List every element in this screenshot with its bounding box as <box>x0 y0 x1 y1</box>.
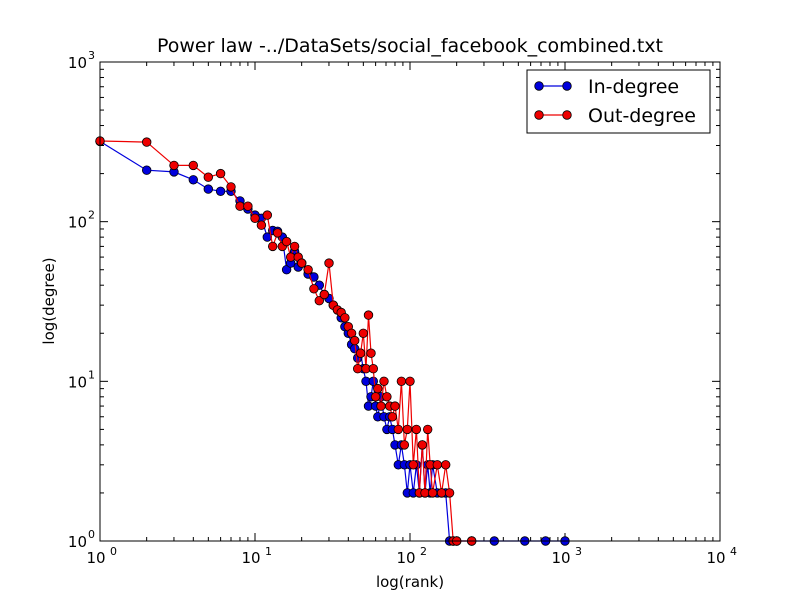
data-point <box>432 460 443 470</box>
y-tick-label: 10 <box>68 373 87 391</box>
data-point <box>370 392 381 402</box>
data-point <box>262 210 273 220</box>
data-point <box>188 175 199 185</box>
plot-frame <box>99 61 721 542</box>
y-tick-label: 10 <box>68 54 87 72</box>
data-point <box>402 424 413 435</box>
legend-marker <box>562 81 572 91</box>
data-point <box>256 220 267 230</box>
data-point <box>281 236 292 247</box>
data-point <box>188 160 199 171</box>
x-tick-label: 10 <box>396 549 415 567</box>
data-point <box>319 289 330 300</box>
data-point <box>203 184 214 194</box>
data-point <box>350 335 360 346</box>
data-point <box>268 241 278 252</box>
data-point <box>368 376 379 387</box>
data-point <box>423 424 433 435</box>
data-point <box>243 201 253 211</box>
x-tick-exponent: 0 <box>110 545 117 558</box>
data-point <box>309 284 319 294</box>
data-point <box>309 272 319 282</box>
data-point <box>387 412 398 422</box>
data-point <box>444 488 455 498</box>
y-tick-exponent: 0 <box>88 528 95 541</box>
x-tick-exponent: 2 <box>420 545 427 558</box>
data-point <box>382 392 392 402</box>
data-point <box>297 258 307 268</box>
data-point <box>393 424 404 435</box>
legend-box <box>526 69 711 134</box>
x-axis-label: log(rank) <box>376 573 444 591</box>
x-tick-label: 10 <box>706 549 725 567</box>
legend-marker <box>534 110 544 120</box>
x-tick-exponent: 3 <box>575 545 582 558</box>
data-point <box>441 460 451 470</box>
data-point <box>427 488 438 498</box>
data-point <box>417 440 428 450</box>
data-point <box>358 328 369 339</box>
series-layer <box>95 136 570 546</box>
x-tick-label: 10 <box>241 549 260 567</box>
data-point <box>226 182 236 192</box>
y-axis-label: log(degree) <box>40 257 58 344</box>
legend-marker <box>562 110 572 120</box>
data-point <box>390 401 400 411</box>
data-point <box>141 165 152 175</box>
y-tick-exponent: 3 <box>88 49 95 62</box>
chart-title: Power law -../DataSets/social_facebook_c… <box>157 35 663 57</box>
data-point <box>250 213 260 224</box>
y-tick-exponent: 2 <box>88 209 95 222</box>
data-point <box>314 296 325 306</box>
data-point <box>355 348 366 358</box>
data-point <box>215 168 226 179</box>
data-point <box>366 348 376 358</box>
y-tick-label: 10 <box>68 533 87 551</box>
x-tick-label: 10 <box>86 549 105 567</box>
y-tick-exponent: 1 <box>88 368 95 381</box>
data-point <box>281 265 292 275</box>
series-1 <box>95 136 477 546</box>
data-point <box>215 186 226 197</box>
data-point <box>376 401 386 411</box>
data-point <box>373 383 383 394</box>
data-point <box>379 376 389 387</box>
data-point <box>340 313 350 323</box>
data-point <box>272 228 283 238</box>
legend: In-degree Out-degree <box>526 69 711 134</box>
data-point <box>169 160 179 171</box>
data-point <box>411 424 422 435</box>
data-point <box>353 364 363 374</box>
legend-label: In-degree <box>588 76 679 98</box>
data-point <box>203 172 214 182</box>
data-point <box>324 258 334 268</box>
data-point <box>363 310 374 320</box>
x-tick-label: 10 <box>551 549 570 567</box>
data-point <box>396 376 407 387</box>
legend-label: Out-degree <box>588 105 696 127</box>
data-point <box>235 201 245 211</box>
y-tick-label: 10 <box>68 214 87 232</box>
x-tick-exponent: 1 <box>265 545 272 558</box>
data-point <box>289 241 300 252</box>
data-point <box>405 376 415 387</box>
data-point <box>141 137 152 147</box>
legend-marker <box>534 81 544 91</box>
x-tick-exponent: 4 <box>730 545 737 558</box>
data-point <box>436 488 447 498</box>
data-point <box>408 460 419 470</box>
data-point <box>399 440 410 450</box>
data-point <box>303 265 313 275</box>
data-point <box>368 364 379 374</box>
